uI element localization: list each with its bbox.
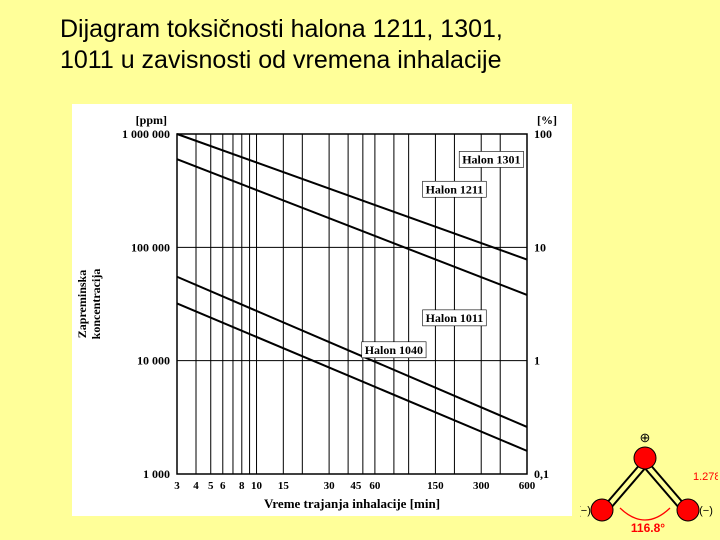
svg-text:100: 100 — [534, 127, 552, 141]
svg-text:30: 30 — [324, 480, 336, 492]
molecule-diagram: ⊕ (−) (−) 116.8° 1.278 Å — [580, 428, 718, 538]
svg-text:Halon 1011: Halon 1011 — [426, 311, 484, 325]
svg-text:8: 8 — [239, 480, 245, 492]
svg-text:[%]: [%] — [537, 113, 557, 127]
svg-text:10: 10 — [251, 480, 263, 492]
svg-text:⊕: ⊕ — [640, 430, 651, 445]
svg-text:Zapreminskakoncentracija: Zapreminskakoncentracija — [75, 269, 103, 340]
title-line-2: 1011 u zavisnosti od vremena inhalacije — [60, 46, 501, 74]
slide-title: Dijagram toksičnosti halona 1211, 1301, … — [60, 14, 670, 77]
svg-text:Vreme trajanja inhalacije [min: Vreme trajanja inhalacije [min] — [264, 496, 440, 511]
svg-text:1 000: 1 000 — [143, 467, 170, 481]
toxicity-chart: 1 0000,110 0001100 000101 000 0001003456… — [72, 104, 572, 516]
title-line-1: Dijagram toksičnosti halona 1211, 1301, — [60, 15, 503, 43]
svg-text:Halon 1301: Halon 1301 — [462, 152, 520, 166]
svg-text:6: 6 — [220, 480, 226, 492]
svg-text:3: 3 — [174, 480, 180, 492]
svg-text:1.278 Å: 1.278 Å — [693, 470, 718, 483]
svg-text:116.8°: 116.8° — [631, 521, 665, 535]
slide-root: Dijagram toksičnosti halona 1211, 1301, … — [0, 0, 720, 540]
molecule-svg: ⊕ (−) (−) 116.8° 1.278 Å — [580, 428, 718, 538]
svg-text:[ppm]: [ppm] — [136, 113, 167, 127]
svg-text:600: 600 — [519, 480, 536, 492]
svg-text:45: 45 — [350, 480, 362, 492]
svg-text:0,1: 0,1 — [534, 467, 549, 481]
svg-text:4: 4 — [193, 480, 199, 492]
svg-text:1: 1 — [534, 354, 540, 368]
svg-text:60: 60 — [369, 480, 381, 492]
chart-svg: 1 0000,110 0001100 000101 000 0001003456… — [72, 104, 572, 516]
svg-text:300: 300 — [473, 480, 490, 492]
svg-text:Halon 1040: Halon 1040 — [365, 343, 423, 357]
svg-text:100 000: 100 000 — [131, 240, 170, 254]
svg-text:5: 5 — [208, 480, 214, 492]
svg-text:150: 150 — [427, 480, 444, 492]
svg-text:15: 15 — [278, 480, 290, 492]
svg-text:10 000: 10 000 — [137, 354, 170, 368]
svg-text:1 000 000: 1 000 000 — [122, 127, 170, 141]
svg-text:(−): (−) — [580, 505, 591, 517]
svg-text:Halon 1211: Halon 1211 — [426, 182, 484, 196]
svg-text:(−): (−) — [699, 505, 713, 517]
svg-text:10: 10 — [534, 240, 546, 254]
